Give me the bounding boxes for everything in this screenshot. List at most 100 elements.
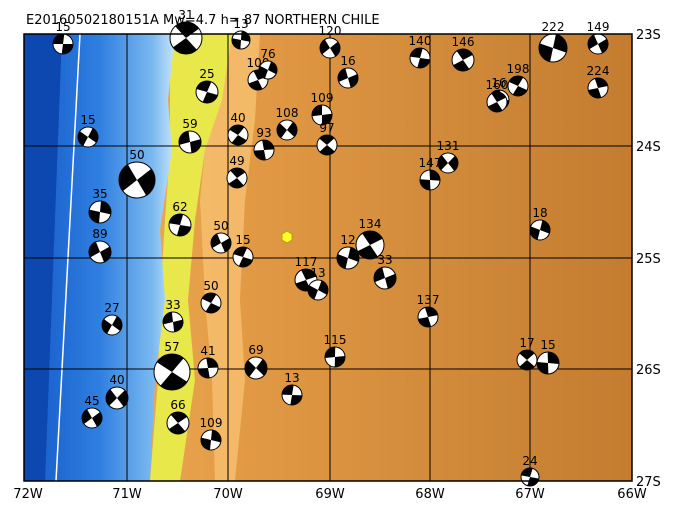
depth-label: 76 — [260, 47, 275, 61]
beachball: 109 — [200, 416, 223, 451]
ball-quadrant — [198, 368, 210, 378]
ball-quadrant — [100, 246, 112, 263]
beachball: 134 — [355, 217, 385, 260]
depth-label: 115 — [324, 333, 347, 347]
ball-quadrant — [233, 246, 248, 257]
ball-quadrant — [319, 135, 335, 145]
beachball: 57 — [153, 340, 191, 391]
x-tick-label: 67W — [515, 487, 545, 502]
ball-quadrant — [232, 38, 241, 49]
beachball: 198 — [507, 62, 529, 97]
depth-label: 97 — [319, 121, 334, 135]
depth-label: 222 — [542, 20, 565, 34]
beachball: 50 — [200, 279, 222, 314]
x-tick-label: 68W — [415, 487, 445, 502]
depth-label: 35 — [92, 187, 107, 201]
ball-quadrant — [100, 201, 111, 215]
ball-quadrant — [519, 360, 535, 370]
ball-quadrant — [330, 41, 340, 57]
ball-quadrant — [201, 293, 217, 303]
ball-quadrant — [168, 423, 186, 435]
ball-quadrant — [290, 395, 302, 405]
ball-quadrant — [337, 254, 348, 269]
ball-quadrant — [175, 22, 200, 38]
depth-label: 134 — [359, 217, 382, 231]
beachball: 45 — [81, 394, 103, 429]
ball-quadrant — [295, 280, 311, 291]
depth-label: 27 — [104, 301, 119, 315]
beachball: 109 — [311, 91, 333, 126]
y-tick-label: 24S — [636, 140, 661, 155]
event-marker — [281, 230, 293, 244]
ball-quadrant — [170, 411, 188, 423]
ball-quadrant — [530, 226, 540, 240]
ball-quadrant — [598, 38, 608, 54]
y-tick-label: 23S — [636, 28, 661, 43]
ball-quadrant — [424, 307, 438, 317]
ball-quadrant — [102, 319, 112, 334]
ball-quadrant — [410, 47, 423, 58]
beachball: 31 — [169, 8, 203, 55]
ball-quadrant — [319, 145, 335, 155]
ball-quadrant — [231, 135, 247, 146]
ball-quadrant — [92, 411, 103, 427]
beachball: 49 — [226, 154, 248, 189]
beachball: 76 — [258, 47, 278, 80]
map-frame — [23, 33, 633, 482]
ball-quadrant — [338, 68, 348, 82]
ball-quadrant — [205, 303, 221, 313]
ball-quadrant — [117, 390, 128, 407]
depth-label: 18 — [532, 206, 547, 220]
ball-quadrant — [106, 389, 117, 406]
beachball: 40 — [227, 111, 249, 146]
ball-quadrant — [539, 43, 553, 62]
beachball: 137 — [417, 293, 440, 328]
ball-quadrant — [221, 238, 231, 253]
beachball: 224 — [587, 64, 609, 99]
ball-quadrant — [537, 361, 549, 374]
depth-label: 13 — [233, 17, 248, 31]
depth-label: 16 — [491, 76, 506, 90]
depth-label: 146 — [452, 35, 475, 49]
beachball: 131 — [437, 139, 459, 174]
x-tick-label: 71W — [112, 487, 142, 502]
depth-label: 50 — [203, 279, 218, 293]
ball-quadrant — [248, 80, 263, 90]
beachball: 147 — [419, 156, 441, 191]
axis-labels: 72W 71W 70W 69W 68W 67W 66W 23S 24S 25S 26S 27S — [13, 28, 661, 502]
ball-quadrant — [88, 128, 99, 143]
beachball: 149 — [587, 20, 610, 55]
ball-quadrant — [53, 34, 65, 44]
depth-label: 69 — [248, 343, 263, 357]
depth-label: 109 — [200, 416, 223, 430]
depth-label: 149 — [587, 20, 610, 34]
depth-label: 137 — [417, 293, 440, 307]
ball-quadrant — [119, 164, 137, 192]
ball-quadrant — [362, 231, 383, 245]
beachball: 33 — [162, 298, 184, 333]
ball-quadrant — [385, 273, 396, 289]
depth-label: 33 — [165, 298, 180, 312]
beachball: 27 — [101, 301, 123, 336]
ball-quadrant — [201, 437, 211, 450]
ball-quadrant — [508, 75, 524, 86]
beachball: 62 — [168, 200, 192, 237]
ball-quadrant — [160, 372, 188, 390]
ball-quadrant — [241, 31, 250, 42]
ball-quadrant — [156, 354, 184, 372]
y-tick-label: 25S — [636, 252, 661, 267]
ball-quadrant — [374, 267, 385, 283]
beachball: 93 — [253, 126, 275, 161]
x-tick-label: 69W — [315, 487, 345, 502]
ball-quadrant — [211, 233, 221, 248]
ball-quadrant — [491, 91, 507, 102]
depth-label: 66 — [170, 398, 185, 412]
ball-quadrant — [521, 467, 533, 477]
beachball: 17 — [516, 336, 538, 371]
depth-label: 41 — [200, 344, 215, 358]
ball-quadrant — [176, 225, 191, 236]
beachball: 115 — [324, 333, 347, 368]
ball-quadrant — [429, 170, 440, 181]
beachball: 33 — [373, 253, 397, 290]
